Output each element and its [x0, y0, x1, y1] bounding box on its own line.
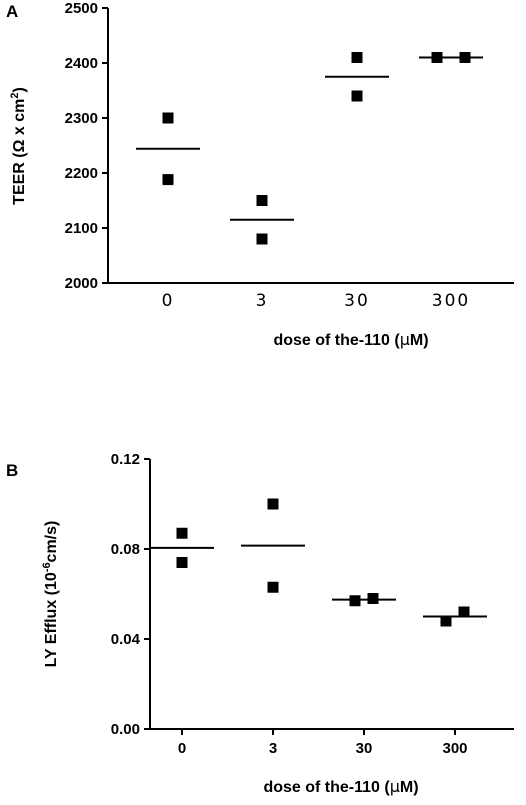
data-point	[256, 233, 268, 245]
y-tick-label: 0.00	[111, 721, 140, 738]
x-tick-label: 3	[256, 291, 269, 311]
data-point	[267, 581, 279, 593]
y-axis-title: TEER (Ω x cm2)	[9, 87, 28, 205]
y-tick-label: 2000	[65, 275, 98, 292]
data-point	[176, 557, 188, 568]
panel-letter: A	[6, 2, 18, 21]
data-point	[267, 498, 279, 510]
chart-panel-b: B 0.00 0.04 0.08 0.12 0 3 30 300 dose of the-110 …	[6, 451, 514, 796]
x-tick-label: 0	[162, 291, 175, 311]
panel-letter: B	[6, 461, 18, 480]
x-tick-label: 30	[344, 291, 370, 311]
y-tick-label: 2200	[65, 165, 98, 182]
y-tick-label: 2300	[65, 110, 98, 127]
x-tick-label: 30	[356, 740, 373, 757]
x-axis-title: dose of the-110 (μM)	[273, 330, 428, 349]
data-point	[351, 52, 363, 63]
x-tick-label: 300	[432, 291, 470, 311]
y-tick-label: 2500	[65, 0, 98, 17]
y-axis-title: LY Efflux (10-6cm/s)	[41, 521, 60, 668]
y-tick-label: 2400	[65, 55, 98, 72]
y-tick-label: 0.04	[111, 631, 141, 648]
data-point	[440, 615, 452, 627]
data-point	[458, 606, 470, 618]
data-point	[367, 593, 379, 604]
x-tick-label: 300	[442, 740, 467, 757]
data-point	[256, 195, 268, 206]
x-axis-title: dose of the-110 (μM)	[263, 777, 418, 796]
y-tick-label: 2100	[65, 220, 98, 237]
data-point	[162, 174, 174, 186]
x-tick-label: 3	[269, 740, 277, 757]
x-tick-label: 0	[178, 740, 186, 757]
y-tick-label: 0.08	[111, 541, 140, 558]
y-tick-label: 0.12	[111, 451, 140, 468]
data-point	[351, 90, 363, 102]
data-point	[349, 595, 361, 607]
data-point	[176, 527, 188, 539]
data-point	[162, 112, 174, 124]
